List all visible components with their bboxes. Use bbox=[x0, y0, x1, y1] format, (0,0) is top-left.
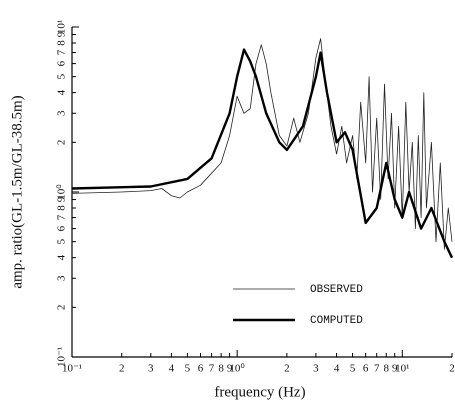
y-tick-label: 10¹ bbox=[56, 20, 68, 34]
y-tick-label: 4 bbox=[56, 254, 68, 260]
x-tick-label: 10¹ bbox=[395, 363, 409, 375]
series-line bbox=[71, 38, 453, 250]
y-axis-label: amp. ratio(GL-1.5m/GL-38.5m) bbox=[9, 95, 25, 288]
x-tick-label: 4 bbox=[334, 363, 340, 375]
y-tick-label: 9 bbox=[56, 31, 68, 37]
y-tick-label: 7 bbox=[56, 49, 68, 55]
y-tick-label: 10⁰ bbox=[56, 184, 68, 200]
x-tick-label: 10⁰ bbox=[229, 363, 245, 375]
legend-label: OBSERVED bbox=[310, 284, 363, 296]
x-tick-label: 7 bbox=[374, 363, 380, 375]
x-tick-label: 4 bbox=[169, 363, 175, 375]
x-tick-label: 2 bbox=[119, 363, 125, 375]
x-tick-label: 6 bbox=[198, 363, 204, 375]
y-tick-label: 3 bbox=[56, 275, 68, 281]
x-tick-label: 6 bbox=[363, 363, 369, 375]
x-tick-label: 3 bbox=[313, 363, 319, 375]
y-tick-label: 3 bbox=[56, 110, 68, 116]
x-tick-label: 2 bbox=[284, 363, 290, 375]
y-tick-label: 10⁻¹ bbox=[56, 347, 68, 367]
series-line bbox=[71, 48, 454, 259]
y-tick-label: 9 bbox=[56, 196, 68, 202]
x-tick-label: 8 bbox=[384, 363, 390, 375]
x-tick-label: 5 bbox=[185, 363, 191, 375]
x-tick-label: 10⁻¹ bbox=[62, 363, 82, 375]
y-tick-label: 8 bbox=[56, 205, 68, 211]
y-tick-label: 4 bbox=[56, 89, 68, 95]
x-tick-label: 7 bbox=[209, 363, 215, 375]
y-tick-label: 6 bbox=[56, 225, 68, 231]
y-tick-label: 5 bbox=[56, 73, 68, 79]
y-tick-label: 7 bbox=[56, 214, 68, 220]
x-tick-label: 3 bbox=[148, 363, 154, 375]
y-tick-label: 8 bbox=[56, 40, 68, 46]
x-tick-label: 2 bbox=[449, 363, 455, 375]
x-tick-label: 9 bbox=[227, 363, 233, 375]
y-tick-label: 5 bbox=[56, 238, 68, 244]
y-tick-label: 2 bbox=[56, 140, 68, 146]
x-tick-label: 9 bbox=[392, 363, 398, 375]
x-tick-label: 5 bbox=[350, 363, 356, 375]
y-tick-label: 2 bbox=[56, 305, 68, 311]
y-tick-label: 6 bbox=[56, 60, 68, 66]
x-axis-label: frequency (Hz) bbox=[214, 384, 305, 400]
legend-label: COMPUTED bbox=[310, 315, 363, 327]
x-tick-label: 8 bbox=[218, 363, 224, 375]
